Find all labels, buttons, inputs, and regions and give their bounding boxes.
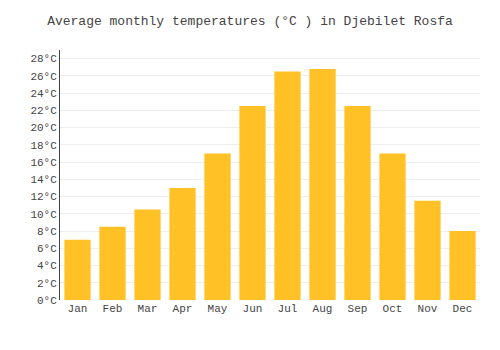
svg-text:16°C: 16°C [30, 157, 57, 169]
svg-text:Dec: Dec [453, 303, 473, 315]
svg-text:26°C: 26°C [30, 71, 57, 83]
svg-text:8°C: 8°C [37, 226, 57, 238]
svg-text:Jan: Jan [68, 303, 88, 315]
svg-text:Jun: Jun [243, 303, 263, 315]
svg-text:Apr: Apr [173, 303, 193, 315]
svg-text:6°C: 6°C [37, 243, 57, 255]
svg-text:May: May [208, 303, 228, 315]
svg-text:10°C: 10°C [30, 209, 57, 221]
svg-text:Feb: Feb [103, 303, 123, 315]
svg-text:18°C: 18°C [30, 140, 57, 152]
svg-text:Nov: Nov [418, 303, 438, 315]
svg-text:2°C: 2°C [37, 278, 57, 290]
svg-text:Oct: Oct [383, 303, 403, 315]
svg-text:24°C: 24°C [30, 88, 57, 100]
svg-text:12°C: 12°C [30, 191, 57, 203]
svg-text:Average monthly temperatures (: Average monthly temperatures (°C ) in Dj… [47, 14, 453, 29]
svg-text:Jul: Jul [278, 303, 298, 315]
svg-text:0°C: 0°C [37, 295, 57, 307]
svg-text:14°C: 14°C [30, 174, 57, 186]
svg-text:Sep: Sep [348, 303, 368, 315]
svg-text:4°C: 4°C [37, 260, 57, 272]
svg-text:Aug: Aug [313, 303, 333, 315]
svg-text:22°C: 22°C [30, 105, 57, 117]
svg-text:Mar: Mar [138, 303, 158, 315]
svg-text:20°C: 20°C [30, 122, 57, 134]
svg-text:28°C: 28°C [30, 53, 57, 65]
